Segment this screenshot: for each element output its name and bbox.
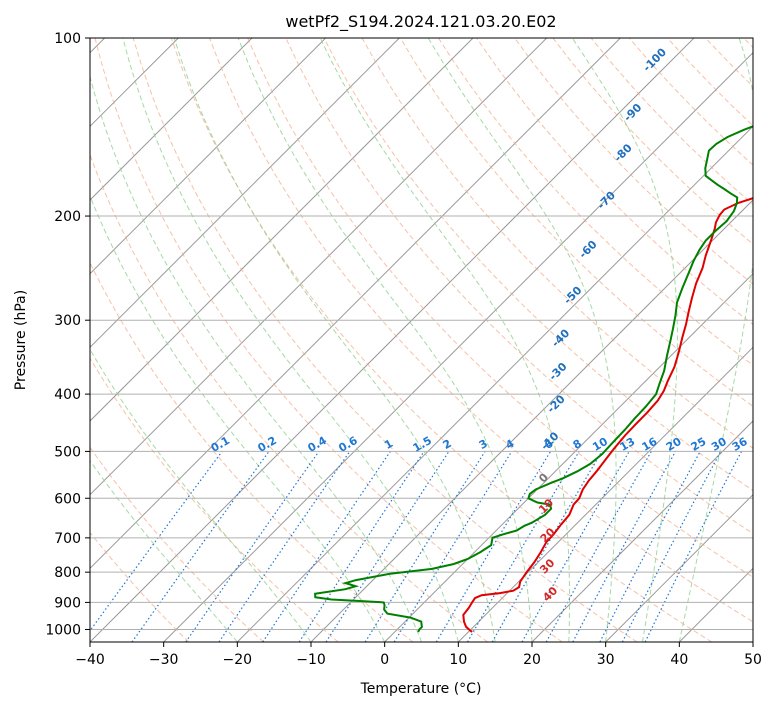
- mixing-ratio-line: [262, 451, 391, 642]
- x-axis-ticks: −40 −30 −20 −10 0 10 20 30 40 50: [75, 642, 762, 668]
- x-tick-label: 30: [597, 652, 615, 668]
- y-tick-label: 700: [54, 531, 81, 547]
- plot-frame: [89, 37, 754, 643]
- background-lines: [90, 38, 753, 642]
- isotherm: [531, 420, 753, 642]
- dry-adiabat: [94, 38, 563, 642]
- dry-adiabat: [399, 38, 753, 408]
- x-tick-label: −10: [296, 652, 326, 668]
- mixing-ratio-line: [644, 451, 743, 642]
- mixing-ratio-line: [393, 451, 513, 642]
- mixing-ratio-line: [185, 451, 320, 642]
- y-tick-label: 800: [54, 565, 81, 581]
- dewpoint-profile: [314, 125, 753, 633]
- moist-adiabat: [237, 38, 533, 642]
- y-tick-label: 500: [54, 444, 81, 460]
- mixing-ratio-line: [621, 451, 722, 642]
- moist-adiabat: [90, 348, 312, 642]
- dry-adiabat: [90, 446, 264, 642]
- dry-adiabat: [90, 531, 190, 642]
- dry-adiabat: [90, 357, 339, 642]
- x-tick-label: 10: [449, 652, 467, 668]
- y-tick-label: 200: [54, 209, 81, 225]
- dry-adiabat: [209, 38, 753, 623]
- moist-adiabat: [571, 38, 678, 642]
- isotherm: [90, 38, 621, 570]
- isotherm: [605, 493, 753, 642]
- y-tick-label: 600: [54, 491, 81, 507]
- isotherm: [384, 272, 753, 642]
- isotherm: [163, 51, 753, 642]
- mixing-ratio-line: [572, 451, 677, 642]
- y-tick-label: 400: [54, 387, 81, 403]
- mixing-ratio-line: [218, 451, 351, 642]
- dry-adiabat: [170, 38, 712, 642]
- x-axis-title: Temperature (°C): [360, 681, 482, 697]
- chart-title: wetPf2_S194.2024.121.03.20.E02: [285, 12, 556, 32]
- mixing-ratio-line: [90, 451, 223, 632]
- dry-adiabat: [90, 261, 414, 642]
- mixing-ratio-line: [131, 451, 270, 642]
- isotherm: [90, 38, 474, 422]
- isotherm: [90, 38, 400, 349]
- moist-adiabat: [122, 38, 459, 642]
- moist-adiabat: [678, 38, 753, 642]
- isotherm: [90, 38, 327, 275]
- y-tick-label: 100: [54, 31, 81, 47]
- x-tick-label: −20: [223, 652, 253, 668]
- mixing-ratio-line: [545, 451, 652, 642]
- y-tick-label: 900: [54, 595, 81, 611]
- isotherm: [236, 125, 753, 642]
- mixing-ratio-line: [325, 451, 450, 642]
- dry-adiabat: [90, 153, 488, 642]
- isotherm: [457, 346, 753, 642]
- x-tick-label: 50: [744, 652, 762, 668]
- x-tick-label: −40: [75, 652, 105, 668]
- isotherm: [90, 38, 253, 201]
- dry-adiabat: [437, 38, 753, 366]
- dry-adiabat: [514, 38, 753, 285]
- mixing-ratio-line: [298, 451, 425, 642]
- isotherm: [90, 38, 548, 496]
- y-axis-ticks: 100 200 300 400 500 600 700 800 900 1000: [45, 31, 90, 638]
- profiles: [314, 125, 753, 633]
- x-tick-label: 20: [523, 652, 541, 668]
- x-tick-label: −30: [149, 652, 179, 668]
- moist-adiabat: [90, 459, 238, 642]
- temperature-profile: [462, 197, 753, 633]
- x-tick-label: 40: [670, 652, 688, 668]
- moist-adiabat: [90, 194, 386, 642]
- y-axis-title: Pressure (hPa): [13, 290, 29, 390]
- x-tick-label: 0: [380, 652, 389, 668]
- y-tick-label: 300: [54, 313, 81, 329]
- moist-adiabat: [319, 38, 570, 642]
- dry-adiabat: [132, 38, 638, 642]
- moist-adiabat: [173, 38, 496, 642]
- y-tick-label: 1000: [45, 622, 81, 638]
- mixing-ratio-line: [521, 451, 630, 642]
- dry-adiabat: [247, 38, 753, 578]
- isotherm: [90, 38, 695, 642]
- moist-adiabat: [427, 38, 617, 642]
- dry-adiabat: [323, 38, 753, 492]
